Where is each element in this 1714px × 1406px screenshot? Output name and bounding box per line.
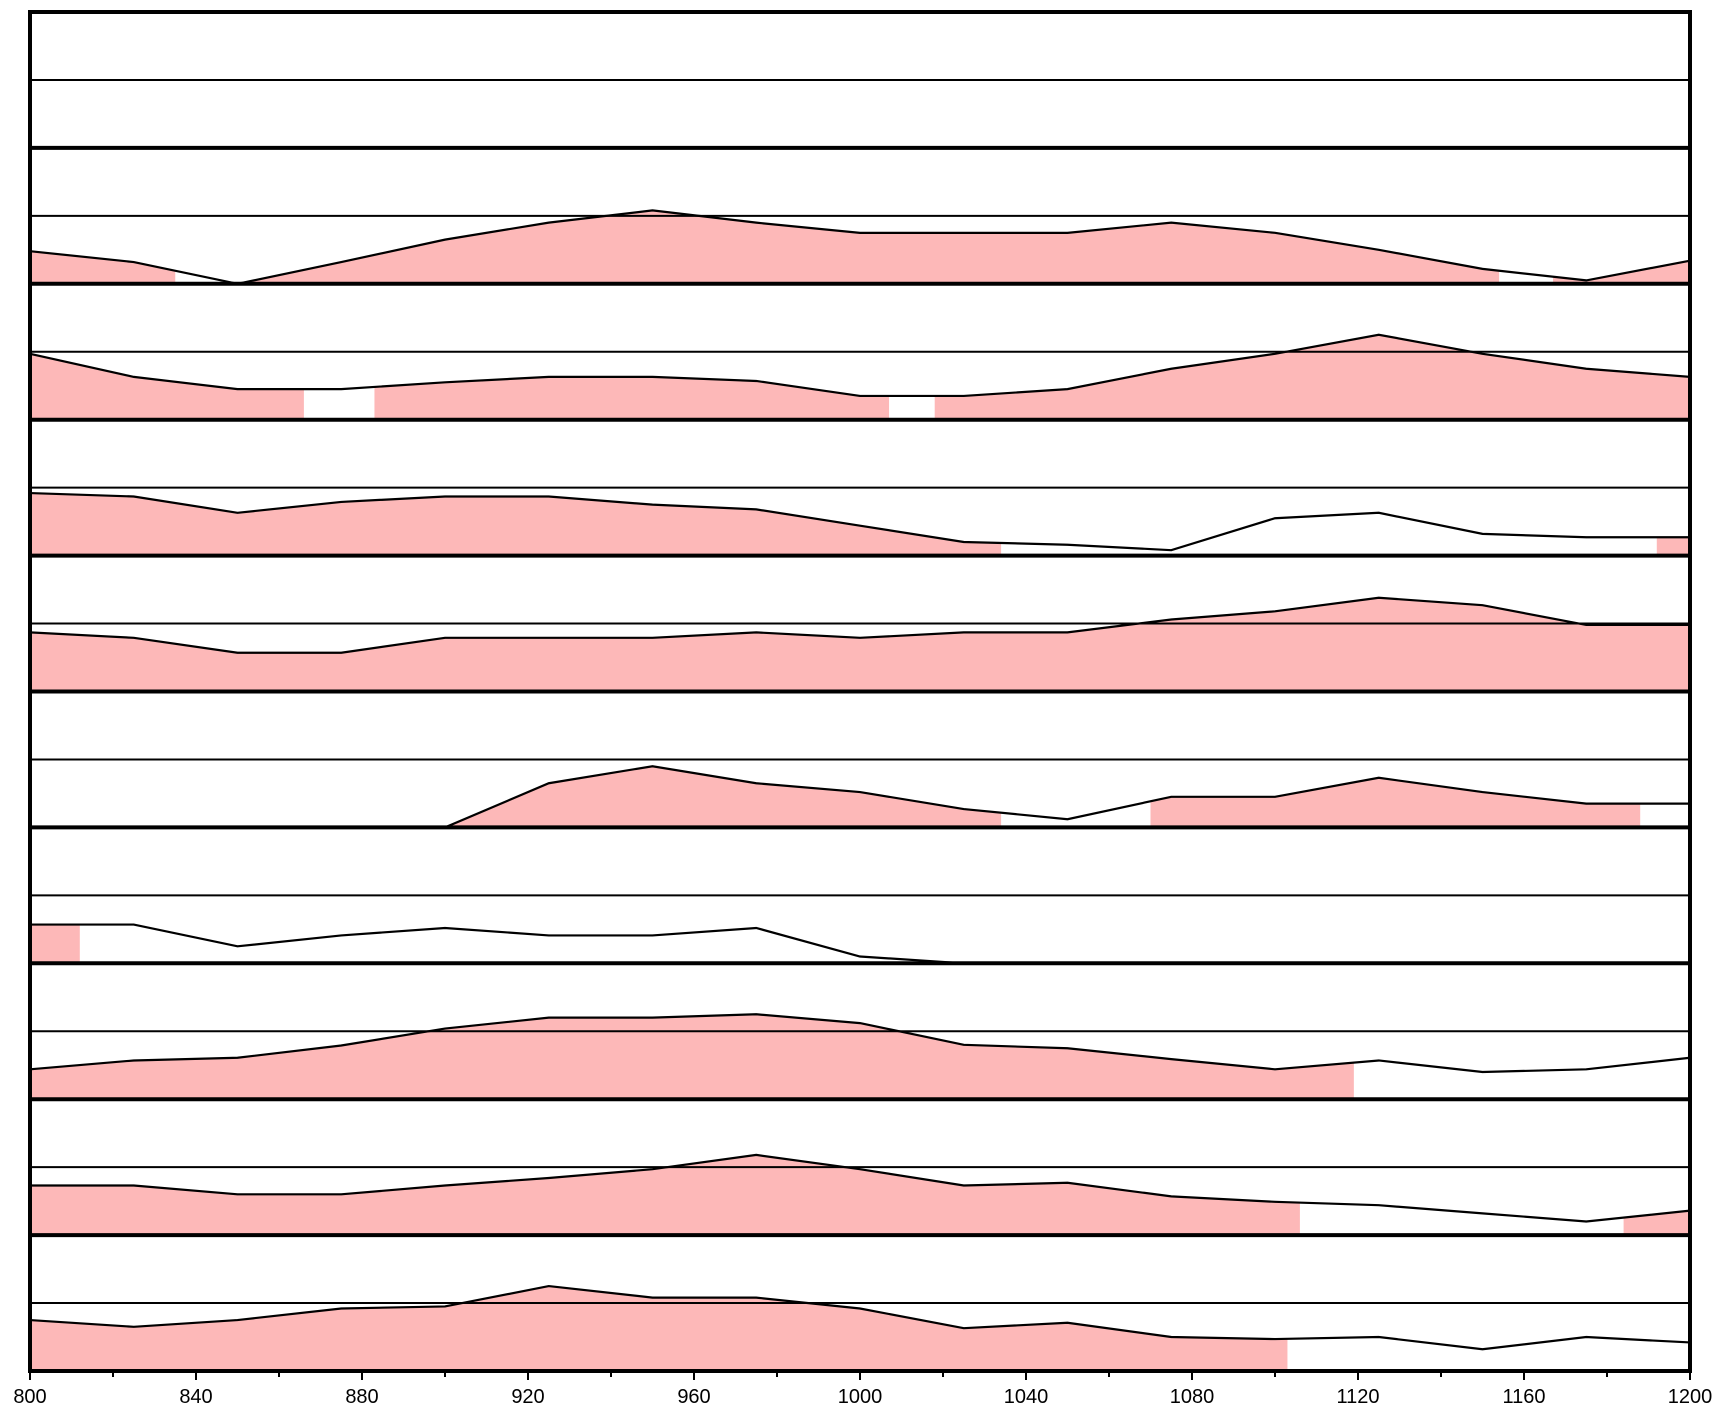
track-3-area-2: [374, 376, 890, 420]
track-9-area-1: [30, 1154, 1300, 1236]
track-2-area-3: [1553, 260, 1690, 284]
track-8-series-line: [29, 1013, 1691, 1074]
track-9-series-line: [30, 1153, 1691, 1223]
track-5-area-1: [30, 597, 1690, 692]
track-7-area-1: [30, 924, 80, 964]
track-7-series-line: [30, 923, 964, 965]
track-1: [30, 78, 1690, 150]
x-tick-label: 960: [677, 1386, 710, 1406]
track-4-series-line: [29, 491, 1690, 552]
x-tick-label: 1200: [1668, 1386, 1713, 1406]
track-3-area-3: [934, 334, 1690, 420]
track-8-area-1: [30, 1014, 1354, 1100]
track-10: [29, 1284, 1691, 1371]
track-10-series-line: [29, 1284, 1691, 1351]
x-tick-label: 880: [345, 1386, 378, 1406]
track-5-series-line: [29, 596, 1690, 654]
track-4-area-1: [30, 493, 1002, 556]
track-7: [30, 894, 1690, 966]
track-9: [30, 1153, 1691, 1238]
track-4: [29, 486, 1690, 558]
track-3-series-line: [29, 333, 1691, 398]
track-6-area-1: [445, 766, 1002, 828]
track-10-area-1: [30, 1286, 1288, 1371]
x-tick-label: 920: [511, 1386, 544, 1406]
track-6-area-2: [1150, 777, 1641, 828]
x-axis: 800 840 880 920 960 1000 1040 1080 1120 1160 1200: [13, 1371, 1712, 1406]
track-2-area-1: [30, 251, 176, 284]
x-tick-label: 1080: [1170, 1386, 1215, 1406]
track-2-series-line: [29, 209, 1691, 285]
x-tick-label: 1000: [838, 1386, 883, 1406]
x-tick-label: 1160: [1502, 1386, 1545, 1406]
track-2-area-2: [237, 210, 1500, 284]
track-3: [29, 333, 1691, 422]
x-tick-label: 800: [13, 1386, 46, 1406]
track-2: [29, 209, 1691, 286]
track-4-area-2: [1656, 537, 1690, 556]
track-3-area-1: [30, 353, 304, 420]
track-6: [30, 758, 1690, 830]
x-tick-label: 1040: [1004, 1386, 1049, 1406]
x-tick-label: 840: [179, 1386, 212, 1406]
x-tick-label: 1120: [1336, 1386, 1379, 1406]
track-5: [29, 596, 1690, 694]
track-8: [29, 1013, 1691, 1102]
